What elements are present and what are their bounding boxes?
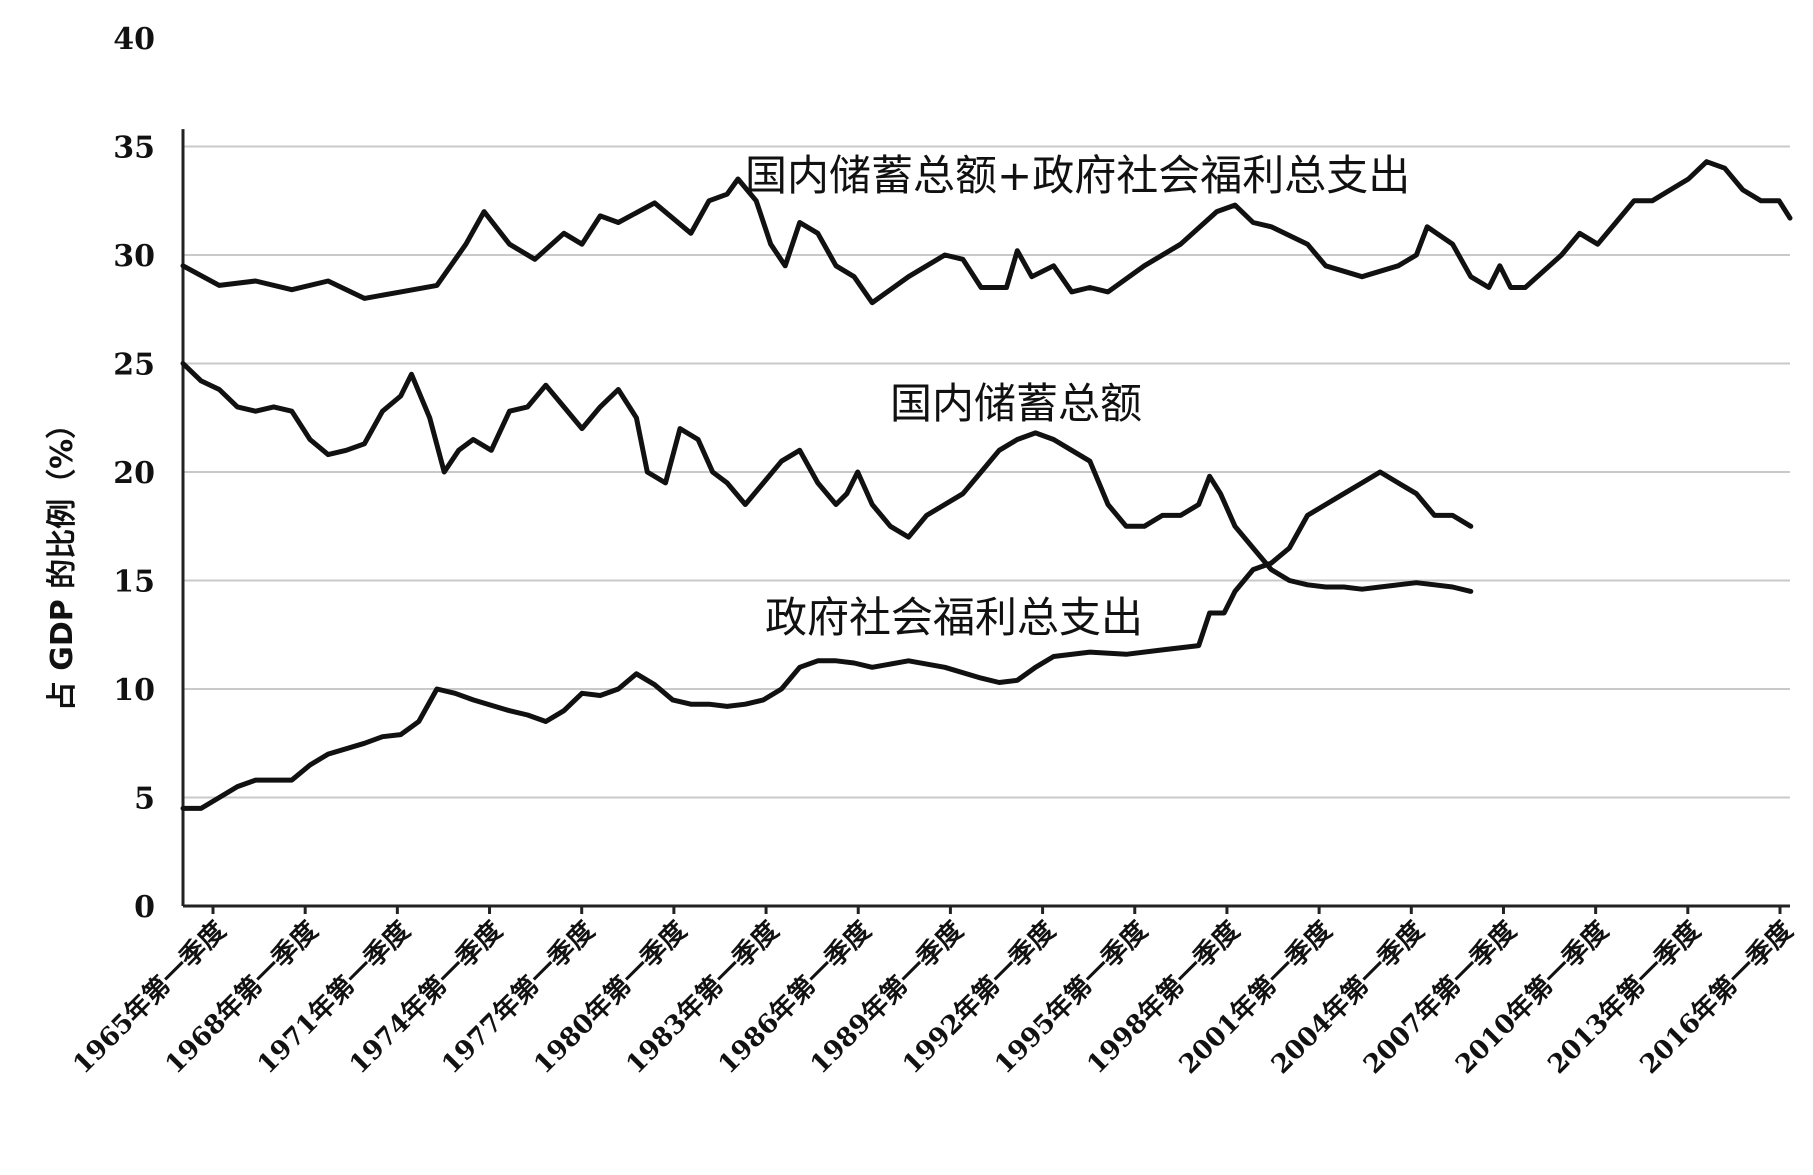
x-tick-label-3: 1974年第一季度	[343, 915, 508, 1080]
y-tick-label-5: 5	[134, 782, 155, 817]
y-tick-label-0: 0	[134, 890, 155, 925]
y-tick-label-35: 35	[113, 131, 155, 166]
y-tick-label-30: 30	[113, 239, 155, 274]
x-tick-label-14: 2007年第一季度	[1357, 915, 1522, 1080]
x-tick-label-15: 2010年第一季度	[1450, 915, 1615, 1080]
series-annotation-1: 国内储蓄总额	[890, 379, 1142, 428]
y-tick-label-40: 40	[113, 22, 155, 57]
x-tick-labels: 1965年第一季度1968年第一季度1971年第一季度1974年第一季度1977…	[67, 915, 1799, 1080]
series-line-1	[180, 361, 1474, 594]
x-tick-label-4: 1977年第一季度	[436, 915, 601, 1080]
y-tick-label-20: 20	[113, 456, 155, 491]
x-tick-label-6: 1983年第一季度	[620, 915, 785, 1080]
series-line-0	[180, 159, 1793, 306]
x-tick-label-8: 1989年第一季度	[804, 915, 969, 1080]
x-tick-label-17: 2016年第一季度	[1634, 915, 1799, 1080]
x-tick-label-0: 1965年第一季度	[67, 915, 232, 1080]
axes	[181, 129, 1790, 914]
x-tick-label-1: 1968年第一季度	[159, 915, 324, 1080]
series-annotation-2: 政府社会福利总支出	[765, 593, 1143, 642]
x-tick-label-9: 1992年第一季度	[897, 915, 1062, 1080]
y-tick-label-15: 15	[113, 565, 155, 600]
x-tick-label-16: 2013年第一季度	[1542, 915, 1707, 1080]
series-lines	[180, 159, 1793, 811]
x-tick-label-2: 1971年第一季度	[251, 915, 416, 1080]
x-tick-label-5: 1980年第一季度	[528, 915, 693, 1080]
x-tick-label-11: 1998年第一季度	[1081, 915, 1246, 1080]
series-annotation-0: 国内储蓄总额+政府社会福利总支出	[745, 151, 1410, 200]
x-tick-label-13: 2004年第一季度	[1265, 915, 1430, 1080]
x-tick-label-12: 2001年第一季度	[1173, 915, 1338, 1080]
x-tick-label-7: 1986年第一季度	[712, 915, 877, 1080]
y-tick-label-25: 25	[113, 348, 155, 383]
grid-lines	[183, 145, 1790, 799]
y-tick-label-10: 10	[113, 673, 155, 708]
y-axis-label: 占 GDP 的比例（%）	[45, 409, 80, 711]
y-tick-labels: 0 5 10 15 20 25 30 35 40	[113, 22, 155, 925]
x-tick-label-10: 1995年第一季度	[989, 915, 1154, 1080]
series-line-2	[180, 469, 1474, 811]
